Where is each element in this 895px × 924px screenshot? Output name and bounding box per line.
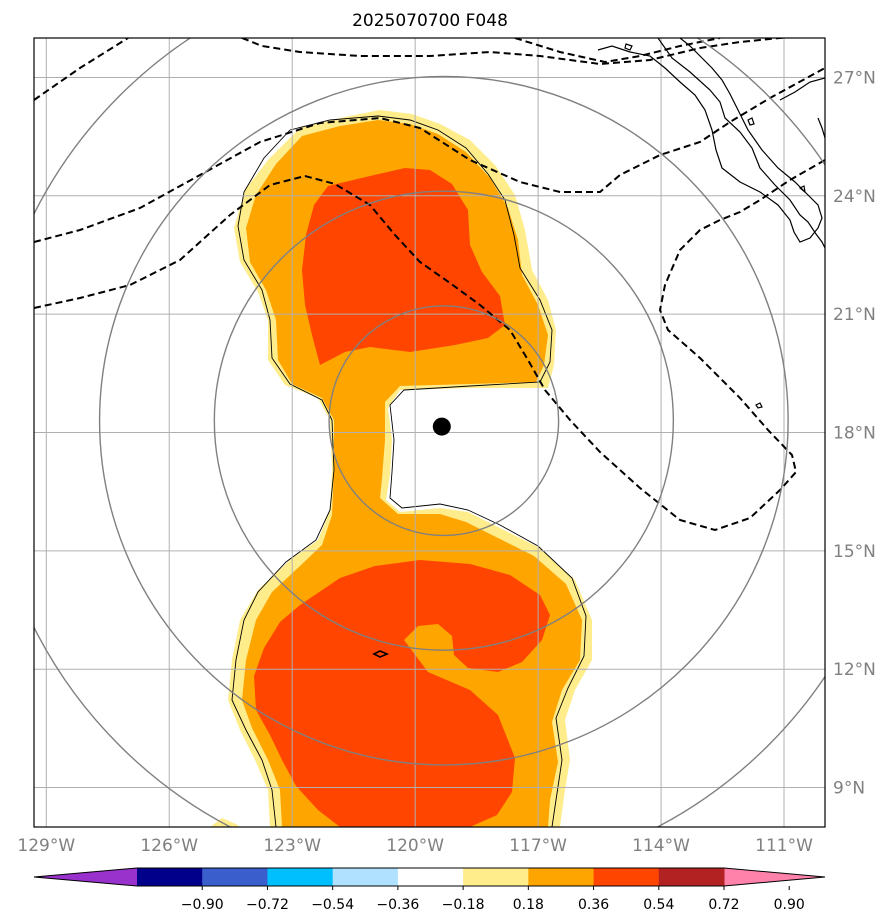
coastline-island (624, 43, 633, 51)
colorbar-tick-label: −0.90 (181, 897, 224, 913)
colorbar-segment (593, 868, 660, 886)
colorbar-segment (202, 868, 268, 886)
y-tick-label: 15°N (833, 542, 876, 562)
colorbar-extend-max (724, 868, 825, 886)
x-tick-label: 123°W (263, 836, 321, 856)
dashed-contour (514, 38, 721, 64)
y-tick-label: 9°N (833, 779, 865, 799)
colorbar-segment (267, 868, 334, 886)
colorbar-segment (137, 868, 203, 886)
x-tick-label: 129°W (17, 836, 75, 856)
range-ring (328, 305, 560, 537)
colorbar-segment (332, 868, 399, 886)
gridlines (34, 38, 825, 827)
colorbar: −0.90 −0.72 −0.54 −0.36 −0.18 0.18 0.36 0.54 0.7… (33, 867, 826, 913)
colorbar-segment (528, 868, 595, 886)
small-contour (372, 650, 390, 658)
x-tick-labels: 129°W 126°W 123°W 120°W 117°W 114°W 111°W (17, 836, 813, 856)
colorbar-tick-label: 0.72 (708, 897, 739, 913)
coastline-mainland-east (817, 117, 825, 139)
colorbar-segment (397, 868, 464, 886)
colorbar-segment (658, 868, 725, 886)
dashed-contour (34, 38, 129, 101)
coastline-baja (597, 38, 823, 243)
colorbar-tick-label: 0.54 (643, 897, 674, 913)
colorbar-tick-label: −0.18 (442, 897, 485, 913)
map-area (34, 38, 825, 827)
field-contour (289, 115, 587, 827)
coastline-island (747, 117, 755, 126)
colorbar-tick-label: −0.72 (246, 897, 289, 913)
coastline-island (755, 402, 763, 409)
range-ring (213, 190, 675, 651)
x-tick-label: 126°W (140, 836, 198, 856)
colorbar-tick-label: 0.18 (513, 897, 544, 913)
x-tick-label: 117°W (509, 836, 567, 856)
storm-center-marker (432, 417, 451, 436)
x-tick-label: 111°W (755, 836, 813, 856)
y-tick-label: 18°N (833, 424, 876, 444)
y-tick-label: 27°N (833, 68, 876, 88)
map-frame (33, 37, 826, 828)
field-contour-west (231, 129, 335, 827)
colorbar-tick-label: −0.36 (376, 897, 419, 913)
colorbar-segment (463, 868, 529, 886)
coastline-mainland (657, 38, 825, 249)
y-tick-labels: 9°N 12°N 15°N 18°N 21°N 24°N 27°N (833, 68, 876, 798)
x-tick-label: 114°W (632, 836, 690, 856)
colorbar-extend-min (34, 868, 137, 886)
y-tick-label: 12°N (833, 660, 876, 680)
colorbar-tick-label: −0.54 (311, 897, 354, 913)
colorbar-tick-label: 0.36 (578, 897, 609, 913)
dashed-contours (34, 38, 825, 532)
colorbar-tick-label: 0.90 (774, 897, 805, 913)
coastline (597, 38, 825, 409)
x-tick-label: 120°W (386, 836, 444, 856)
range-rings (34, 38, 825, 827)
coastline-mainland-north (779, 77, 825, 101)
dashed-contour (34, 67, 825, 243)
y-tick-label: 21°N (833, 305, 876, 325)
coastline-island (798, 185, 806, 194)
dashed-contour (34, 159, 825, 532)
fill-level-red (254, 168, 550, 827)
chart-title: 2025070700 F048 (352, 11, 508, 31)
y-tick-label: 24°N (833, 187, 876, 207)
range-ring (98, 75, 789, 766)
dashed-contour (241, 38, 791, 66)
